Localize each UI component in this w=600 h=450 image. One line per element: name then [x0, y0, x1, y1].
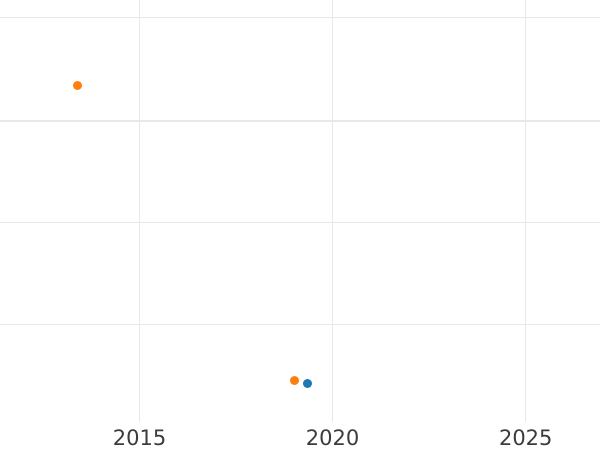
gridline-horizontal [0, 323, 600, 326]
x-tick-label: 2020 [305, 426, 360, 450]
data-point-blue-series [303, 378, 313, 388]
gridline-vertical [524, 0, 527, 422]
x-tick-label: 2015 [112, 426, 167, 450]
gridline-horizontal [0, 16, 600, 19]
gridline-vertical [138, 0, 141, 422]
data-point-orange-series [290, 376, 299, 385]
gridline-horizontal [0, 120, 600, 122]
data-point-orange-series [73, 81, 83, 91]
gridline-vertical [331, 0, 334, 422]
x-tick-label: 2025 [498, 426, 553, 450]
gridline-horizontal [0, 221, 600, 224]
